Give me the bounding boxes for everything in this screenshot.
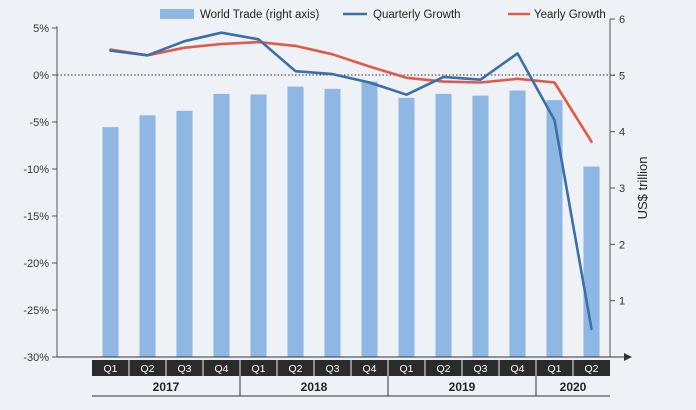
quarter-label: Q2 (140, 363, 154, 375)
quarter-label: Q2 (288, 363, 302, 375)
quarter-label: Q4 (510, 363, 524, 375)
right-axis-tick-label: 6 (619, 14, 625, 26)
quarter-label: Q4 (362, 363, 376, 375)
year-label: 2018 (301, 380, 328, 394)
bar-world-trade (324, 88, 341, 357)
quarter-label: Q1 (399, 363, 413, 375)
quarter-label: Q3 (325, 363, 339, 375)
bar-world-trade (287, 86, 304, 357)
left-axis-tick-label: -10% (23, 164, 49, 176)
legend-label-yearly-growth: Yearly Growth (534, 9, 606, 21)
bar-world-trade (361, 81, 378, 357)
left-axis-tick-label: 0% (33, 70, 49, 82)
quarter-label: Q4 (214, 363, 228, 375)
left-axis-tick-label: -25% (23, 305, 49, 317)
right-axis-tick-label: 2 (619, 239, 625, 251)
quarter-label: Q2 (584, 363, 598, 375)
right-axis-tick-label: 5 (619, 70, 625, 82)
bar-world-trade (176, 110, 193, 357)
right-axis-tick-label: 4 (619, 127, 625, 139)
bar-world-trade (546, 100, 563, 358)
quarter-label: Q3 (473, 363, 487, 375)
bar-world-trade (213, 93, 230, 357)
bar-world-trade (509, 90, 526, 357)
bar-world-trade (435, 93, 452, 357)
year-label: 2019 (449, 380, 476, 394)
bar-world-trade (139, 115, 156, 357)
line-quarterly-growth (109, 31, 593, 331)
x-axis-arrow (624, 353, 632, 361)
legend-label-world-trade: World Trade (right axis) (200, 9, 319, 21)
right-axis-tick-label: 1 (619, 296, 625, 308)
quarter-label: Q3 (177, 363, 191, 375)
bar-world-trade (102, 127, 119, 357)
left-axis-tick-label: -20% (23, 258, 49, 270)
right-axis-label: US$ trillion (635, 157, 650, 220)
quarter-label: Q1 (251, 363, 265, 375)
left-axis-tick-label: -30% (23, 352, 49, 364)
line-yearly-growth (109, 40, 593, 143)
left-axis-tick-label: -5% (29, 117, 49, 129)
legend-label-quarterly-growth: Quarterly Growth (373, 9, 461, 21)
left-axis-tick-label: -15% (23, 211, 49, 223)
quarter-label: Q2 (436, 363, 450, 375)
right-axis-tick-label: 3 (619, 183, 625, 195)
year-label: 2017 (153, 380, 180, 394)
quarter-label: Q1 (103, 363, 117, 375)
bar-world-trade (250, 94, 267, 357)
left-axis-tick-label: 5% (33, 23, 49, 35)
year-label: 2020 (560, 380, 587, 394)
bar-world-trade (472, 95, 489, 357)
quarter-label: Q1 (547, 363, 561, 375)
legend-swatch-world-trade (160, 9, 194, 19)
bar-world-trade (398, 97, 415, 357)
